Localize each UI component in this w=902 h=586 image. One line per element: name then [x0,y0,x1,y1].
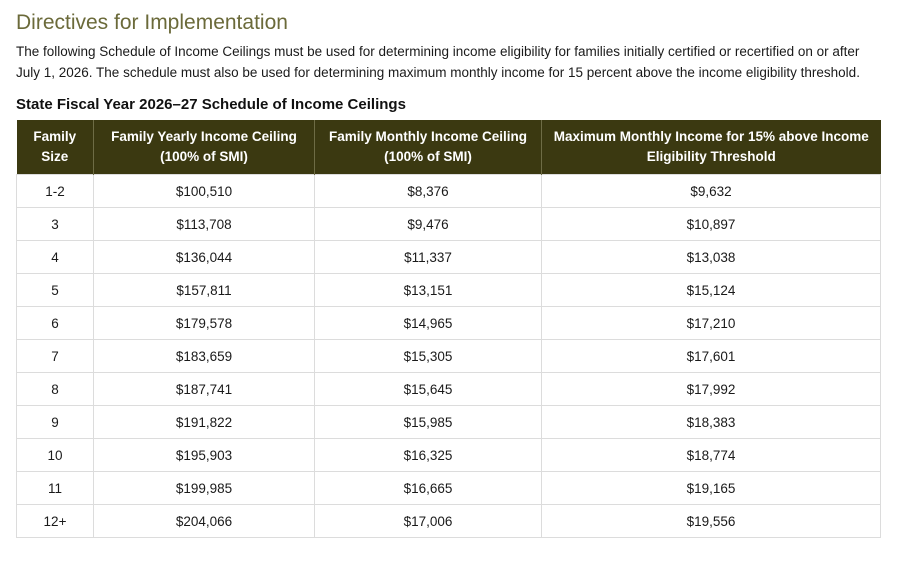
cell-family-size: 1-2 [16,174,94,208]
cell-max-monthly: $15,124 [541,273,881,307]
column-header-line: Size [41,149,69,164]
intro-paragraph: The following Schedule of Income Ceiling… [16,44,860,80]
cell-max-monthly: $19,165 [541,471,881,505]
cell-yearly-ceiling: $136,044 [93,240,315,274]
cell-family-size: 7 [16,339,94,373]
cell-monthly-ceiling: $13,151 [314,273,542,307]
table-row: 11 $199,985 $16,665 $19,165 [16,471,881,505]
cell-family-size: 6 [16,306,94,340]
column-header-line: (100% of SMI) [384,149,472,164]
table-row: 7 $183,659 $15,305 $17,601 [16,339,881,373]
cell-family-size: 4 [16,240,94,274]
column-header-line: (100% of SMI) [160,149,248,164]
cell-max-monthly: $10,897 [541,207,881,241]
cell-family-size: 11 [16,471,94,505]
cell-yearly-ceiling: $204,066 [93,504,315,538]
cell-max-monthly: $17,992 [541,372,881,406]
cell-max-monthly: $17,210 [541,306,881,340]
cell-max-monthly: $17,601 [541,339,881,373]
column-header-line: Family Monthly Income Ceiling [328,129,528,144]
cell-max-monthly: $9,632 [541,174,881,208]
table-row: 8 $187,741 $15,645 $17,992 [16,372,881,406]
column-header-max-monthly-15pct: Maximum Monthly Income for 15% above Inc… [541,120,881,175]
cell-yearly-ceiling: $187,741 [93,372,315,406]
cell-monthly-ceiling: $16,665 [314,471,542,505]
cell-max-monthly: $13,038 [541,240,881,274]
cell-max-monthly: $18,383 [541,405,881,439]
table-row: 3 $113,708 $9,476 $10,897 [16,207,881,241]
cell-monthly-ceiling: $11,337 [314,240,542,274]
column-header-yearly-ceiling: Family Yearly Income Ceiling (100% of SM… [93,120,315,175]
header-row: Family Size Family Yearly Income Ceiling… [16,120,881,175]
column-header-line: Eligibility Threshold [646,149,776,164]
column-header-line: Family Yearly Income Ceiling [111,129,297,144]
cell-yearly-ceiling: $199,985 [93,471,315,505]
cell-family-size: 9 [16,405,94,439]
table-row: 1-2 $100,510 $8,376 $9,632 [16,174,881,208]
cell-max-monthly: $19,556 [541,504,881,538]
cell-max-monthly: $18,774 [541,438,881,472]
column-header-line: Family [33,129,77,144]
cell-yearly-ceiling: $157,811 [93,273,315,307]
cell-family-size: 5 [16,273,94,307]
cell-family-size: 12+ [16,504,94,538]
income-ceilings-table: Family Size Family Yearly Income Ceiling… [16,120,881,538]
cell-monthly-ceiling: $9,476 [314,207,542,241]
table-row: 4 $136,044 $11,337 $13,038 [16,240,881,274]
table-body: 1-2 $100,510 $8,376 $9,632 3 $113,708 $9… [16,174,881,538]
cell-yearly-ceiling: $191,822 [93,405,315,439]
cell-family-size: 8 [16,372,94,406]
table-row: 5 $157,811 $13,151 $15,124 [16,273,881,307]
cell-yearly-ceiling: $183,659 [93,339,315,373]
cell-yearly-ceiling: $113,708 [93,207,315,241]
cell-yearly-ceiling: $195,903 [93,438,315,472]
cell-monthly-ceiling: $15,985 [314,405,542,439]
column-header-family-size: Family Size [16,120,94,175]
cell-monthly-ceiling: $14,965 [314,306,542,340]
cell-yearly-ceiling: $100,510 [93,174,315,208]
table-title: State Fiscal Year 2026–27 Schedule of In… [16,96,406,113]
column-header-monthly-ceiling: Family Monthly Income Ceiling (100% of S… [314,120,542,175]
column-header-line: Maximum Monthly Income for 15% above Inc… [553,129,869,144]
cell-monthly-ceiling: $16,325 [314,438,542,472]
cell-family-size: 3 [16,207,94,241]
table-header: Family Size Family Yearly Income Ceiling… [16,120,881,175]
cell-monthly-ceiling: $15,305 [314,339,542,373]
cell-monthly-ceiling: $17,006 [314,504,542,538]
cell-yearly-ceiling: $179,578 [93,306,315,340]
page-content: Directives for Implementation The follow… [16,10,886,538]
cell-family-size: 10 [16,438,94,472]
page-heading: Directives for Implementation [16,11,288,34]
cell-monthly-ceiling: $15,645 [314,372,542,406]
table-row: 12+ $204,066 $17,006 $19,556 [16,504,881,538]
table-row: 9 $191,822 $15,985 $18,383 [16,405,881,439]
cell-monthly-ceiling: $8,376 [314,174,542,208]
table-row: 10 $195,903 $16,325 $18,774 [16,438,881,472]
table-row: 6 $179,578 $14,965 $17,210 [16,306,881,340]
